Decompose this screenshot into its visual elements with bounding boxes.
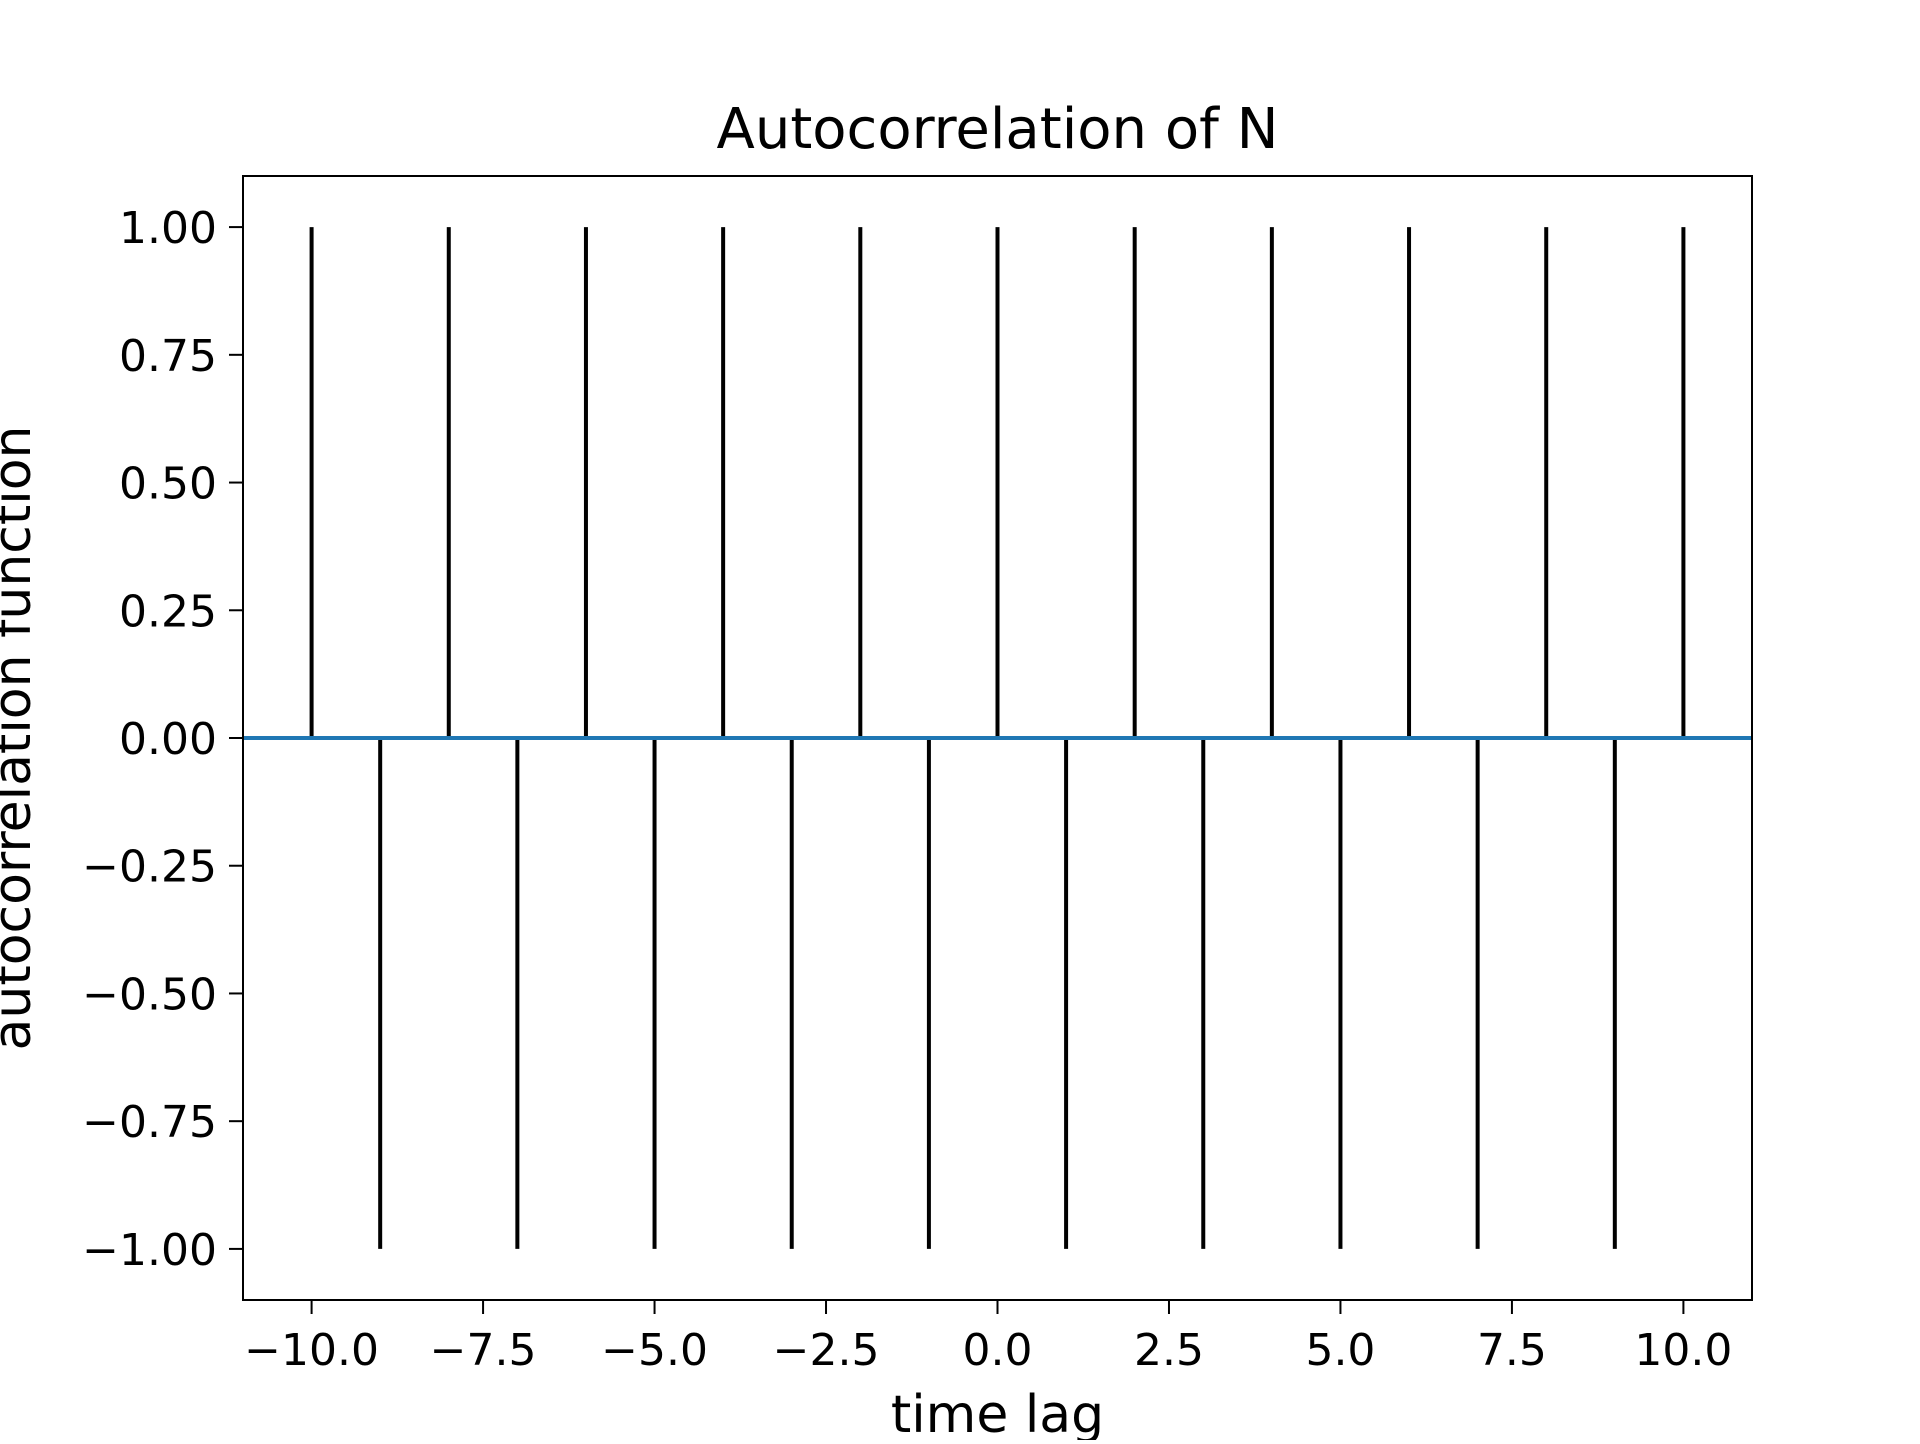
y-tick-label: −1.00 xyxy=(82,1225,217,1276)
x-tick-label: −7.5 xyxy=(430,1325,537,1376)
x-tick-label: 10.0 xyxy=(1634,1325,1732,1376)
x-tick-label: 5.0 xyxy=(1305,1325,1375,1376)
y-axis-label: autocorrelation function xyxy=(0,426,43,1051)
x-tick-label: −5.0 xyxy=(601,1325,708,1376)
x-tick-label: 2.5 xyxy=(1134,1325,1204,1376)
x-axis-label: time lag xyxy=(891,1385,1104,1440)
y-tick-label: 0.50 xyxy=(119,459,217,510)
y-axis-ticks: 1.00 0.75 0.50 0.25 0.00 −0.25 −0.50 −0.75 −1.00 xyxy=(82,203,243,1276)
x-tick-label: −2.5 xyxy=(773,1325,880,1376)
y-tick-label: −0.75 xyxy=(82,1097,217,1148)
x-tick-label: 0.0 xyxy=(963,1325,1033,1376)
x-axis-ticks: −10.0 −7.5 −5.0 −2.5 0.0 2.5 5.0 7.5 10.0 xyxy=(244,1300,1732,1376)
y-tick-label: 1.00 xyxy=(119,203,217,254)
y-tick-label: 0.25 xyxy=(119,586,217,637)
x-tick-label: 7.5 xyxy=(1477,1325,1547,1376)
y-tick-label: −0.50 xyxy=(82,969,217,1020)
plot-marks xyxy=(243,227,1752,1249)
y-tick-label: 0.75 xyxy=(119,331,217,382)
chart-title: Autocorrelation of N xyxy=(717,97,1279,162)
y-tick-label: 0.00 xyxy=(119,714,217,765)
x-tick-label: −10.0 xyxy=(244,1325,379,1376)
y-tick-label: −0.25 xyxy=(82,842,217,893)
